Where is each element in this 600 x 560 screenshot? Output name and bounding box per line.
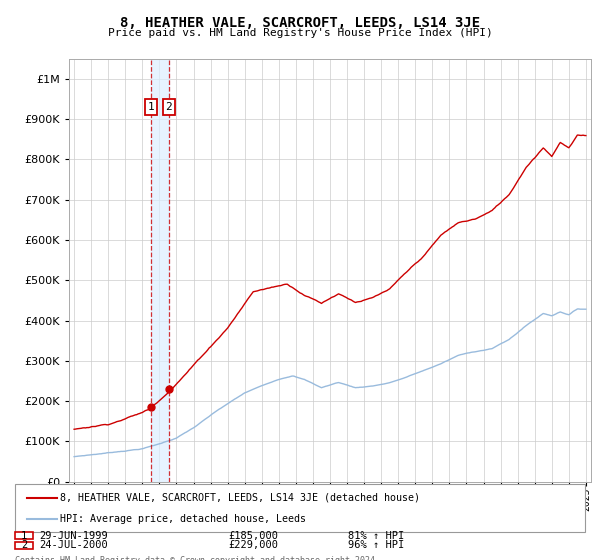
Text: £229,000: £229,000 [228,540,278,550]
Text: HPI: Average price, detached house, Leeds: HPI: Average price, detached house, Leed… [60,514,306,524]
Text: 96% ↑ HPI: 96% ↑ HPI [348,540,404,550]
Text: 2: 2 [21,540,27,550]
Text: 2: 2 [166,102,172,112]
Text: 1: 1 [21,531,27,540]
Text: 29-JUN-1999: 29-JUN-1999 [39,531,108,540]
Text: 8, HEATHER VALE, SCARCROFT, LEEDS, LS14 3JE (detached house): 8, HEATHER VALE, SCARCROFT, LEEDS, LS14 … [60,493,420,503]
Text: 24-JUL-2000: 24-JUL-2000 [39,540,108,550]
Text: Price paid vs. HM Land Registry's House Price Index (HPI): Price paid vs. HM Land Registry's House … [107,28,493,38]
Text: Contains HM Land Registry data © Crown copyright and database right 2024.
This d: Contains HM Land Registry data © Crown c… [15,556,380,560]
Bar [151,59,169,482]
Text: 1: 1 [148,102,154,112]
Text: £185,000: £185,000 [228,531,278,540]
Text: 81% ↑ HPI: 81% ↑ HPI [348,531,404,540]
Text: 8, HEATHER VALE, SCARCROFT, LEEDS, LS14 3JE: 8, HEATHER VALE, SCARCROFT, LEEDS, LS14 … [120,16,480,30]
